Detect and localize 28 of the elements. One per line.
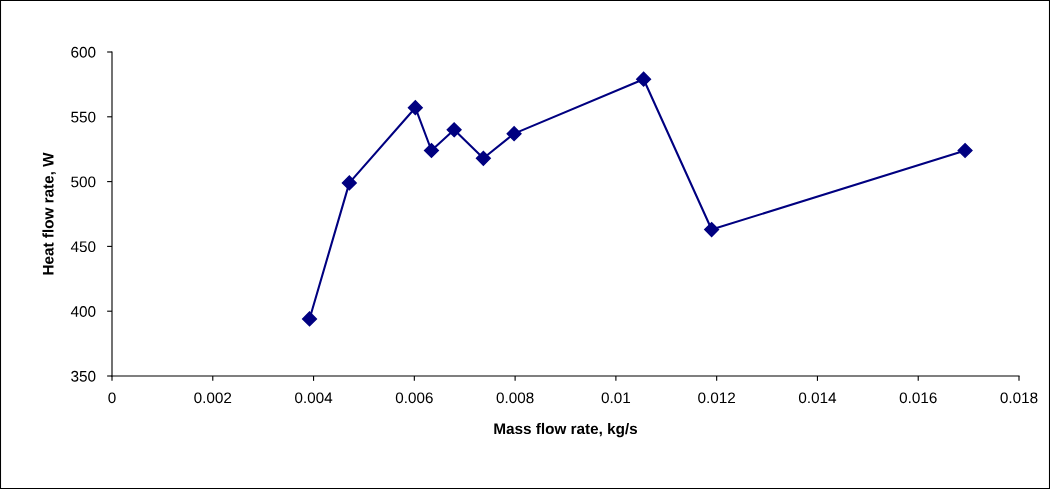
point	[475, 150, 491, 166]
y-axis-title: Heat flow rate, W	[42, 152, 56, 275]
y-tick-label: 450	[70, 241, 96, 253]
point	[446, 122, 462, 138]
x-tick-label: 0.002	[194, 392, 232, 404]
point	[407, 100, 423, 116]
y-tick-label: 400	[70, 306, 96, 317]
y-tick-label: 550	[71, 111, 96, 123]
x-axis-title: Mass flow rate, kg/s	[494, 422, 638, 438]
point	[506, 126, 522, 142]
point	[423, 142, 440, 159]
x-tick-label: 0.01	[601, 392, 631, 404]
y-tick-label: 600	[71, 46, 96, 58]
x-tick-label: 0.016	[899, 392, 937, 404]
y-tick-label: 500	[71, 176, 96, 188]
point	[704, 221, 720, 238]
x-tick-label: 0	[108, 392, 116, 404]
point	[636, 71, 652, 87]
x-tick-label: 0.008	[496, 392, 534, 404]
point	[301, 311, 318, 327]
x-tick-label: 0.014	[798, 392, 837, 404]
x-tick-label: 0.012	[698, 392, 736, 404]
point	[957, 142, 973, 159]
x-tick-label: 0.006	[395, 392, 433, 404]
point	[341, 175, 357, 191]
x-tick-label: 0.018	[1000, 392, 1038, 404]
x-tick-label: 0.004	[295, 392, 333, 404]
y-tick-label: 350	[71, 370, 96, 382]
